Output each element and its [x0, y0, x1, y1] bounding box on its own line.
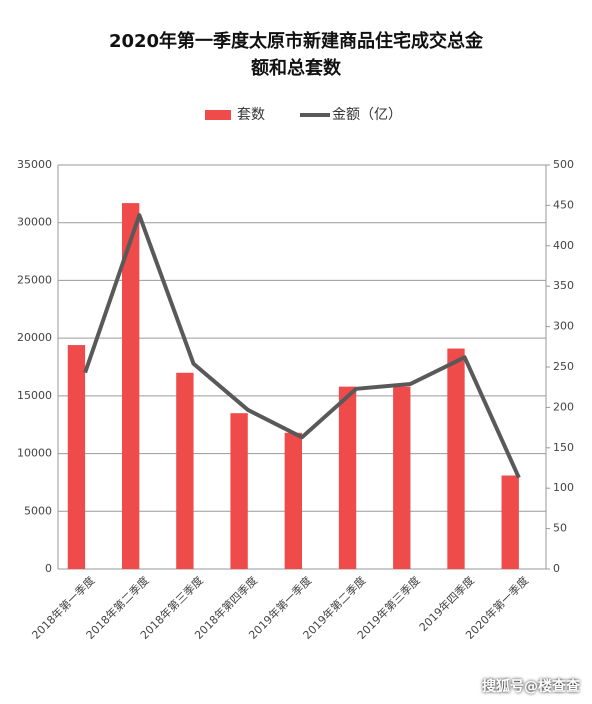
bar	[447, 348, 465, 569]
y-tick-label: 35000	[17, 158, 52, 171]
bar	[67, 345, 86, 569]
bar	[230, 413, 248, 569]
legend-swatch	[205, 110, 231, 120]
y2-tick-label: 250	[553, 360, 574, 373]
legend-label: 金额（亿）	[332, 107, 402, 123]
legend-label: 套数	[237, 107, 265, 123]
y2-tick-label: 150	[553, 441, 574, 454]
y2-tick-label: 350	[553, 279, 574, 292]
y2-tick-label: 100	[553, 481, 574, 494]
y-tick-label: 25000	[17, 273, 52, 286]
chart-title: 2020年第一季度太原市新建商品住宅成交总金额和总套数	[108, 31, 484, 79]
y-tick-label: 30000	[17, 216, 52, 229]
line	[83, 213, 521, 479]
bar	[393, 386, 411, 569]
source: 搜狐号@楼查查	[482, 679, 580, 695]
bar	[338, 386, 357, 569]
bar	[284, 432, 302, 569]
y2-tick-label: 200	[553, 400, 574, 413]
y2-tick-label: 450	[553, 198, 574, 211]
y-tick-label: 20000	[17, 331, 52, 344]
bar	[176, 372, 194, 569]
y-tick-label: 15000	[17, 389, 52, 402]
y-tick-label: 0	[45, 562, 52, 575]
y2-tick-label: 0	[553, 562, 560, 575]
y2-tick-label: 300	[553, 320, 574, 333]
bar	[501, 475, 519, 569]
y2-tick-label: 50	[553, 522, 567, 535]
y2-tick-label: 500	[553, 158, 574, 171]
y-tick-label: 5000	[24, 504, 52, 517]
x-tick-label: 2019年四季度	[416, 573, 477, 634]
y2-tick-label: 400	[553, 239, 574, 252]
bar	[121, 203, 140, 569]
y-tick-label: 10000	[17, 447, 52, 460]
